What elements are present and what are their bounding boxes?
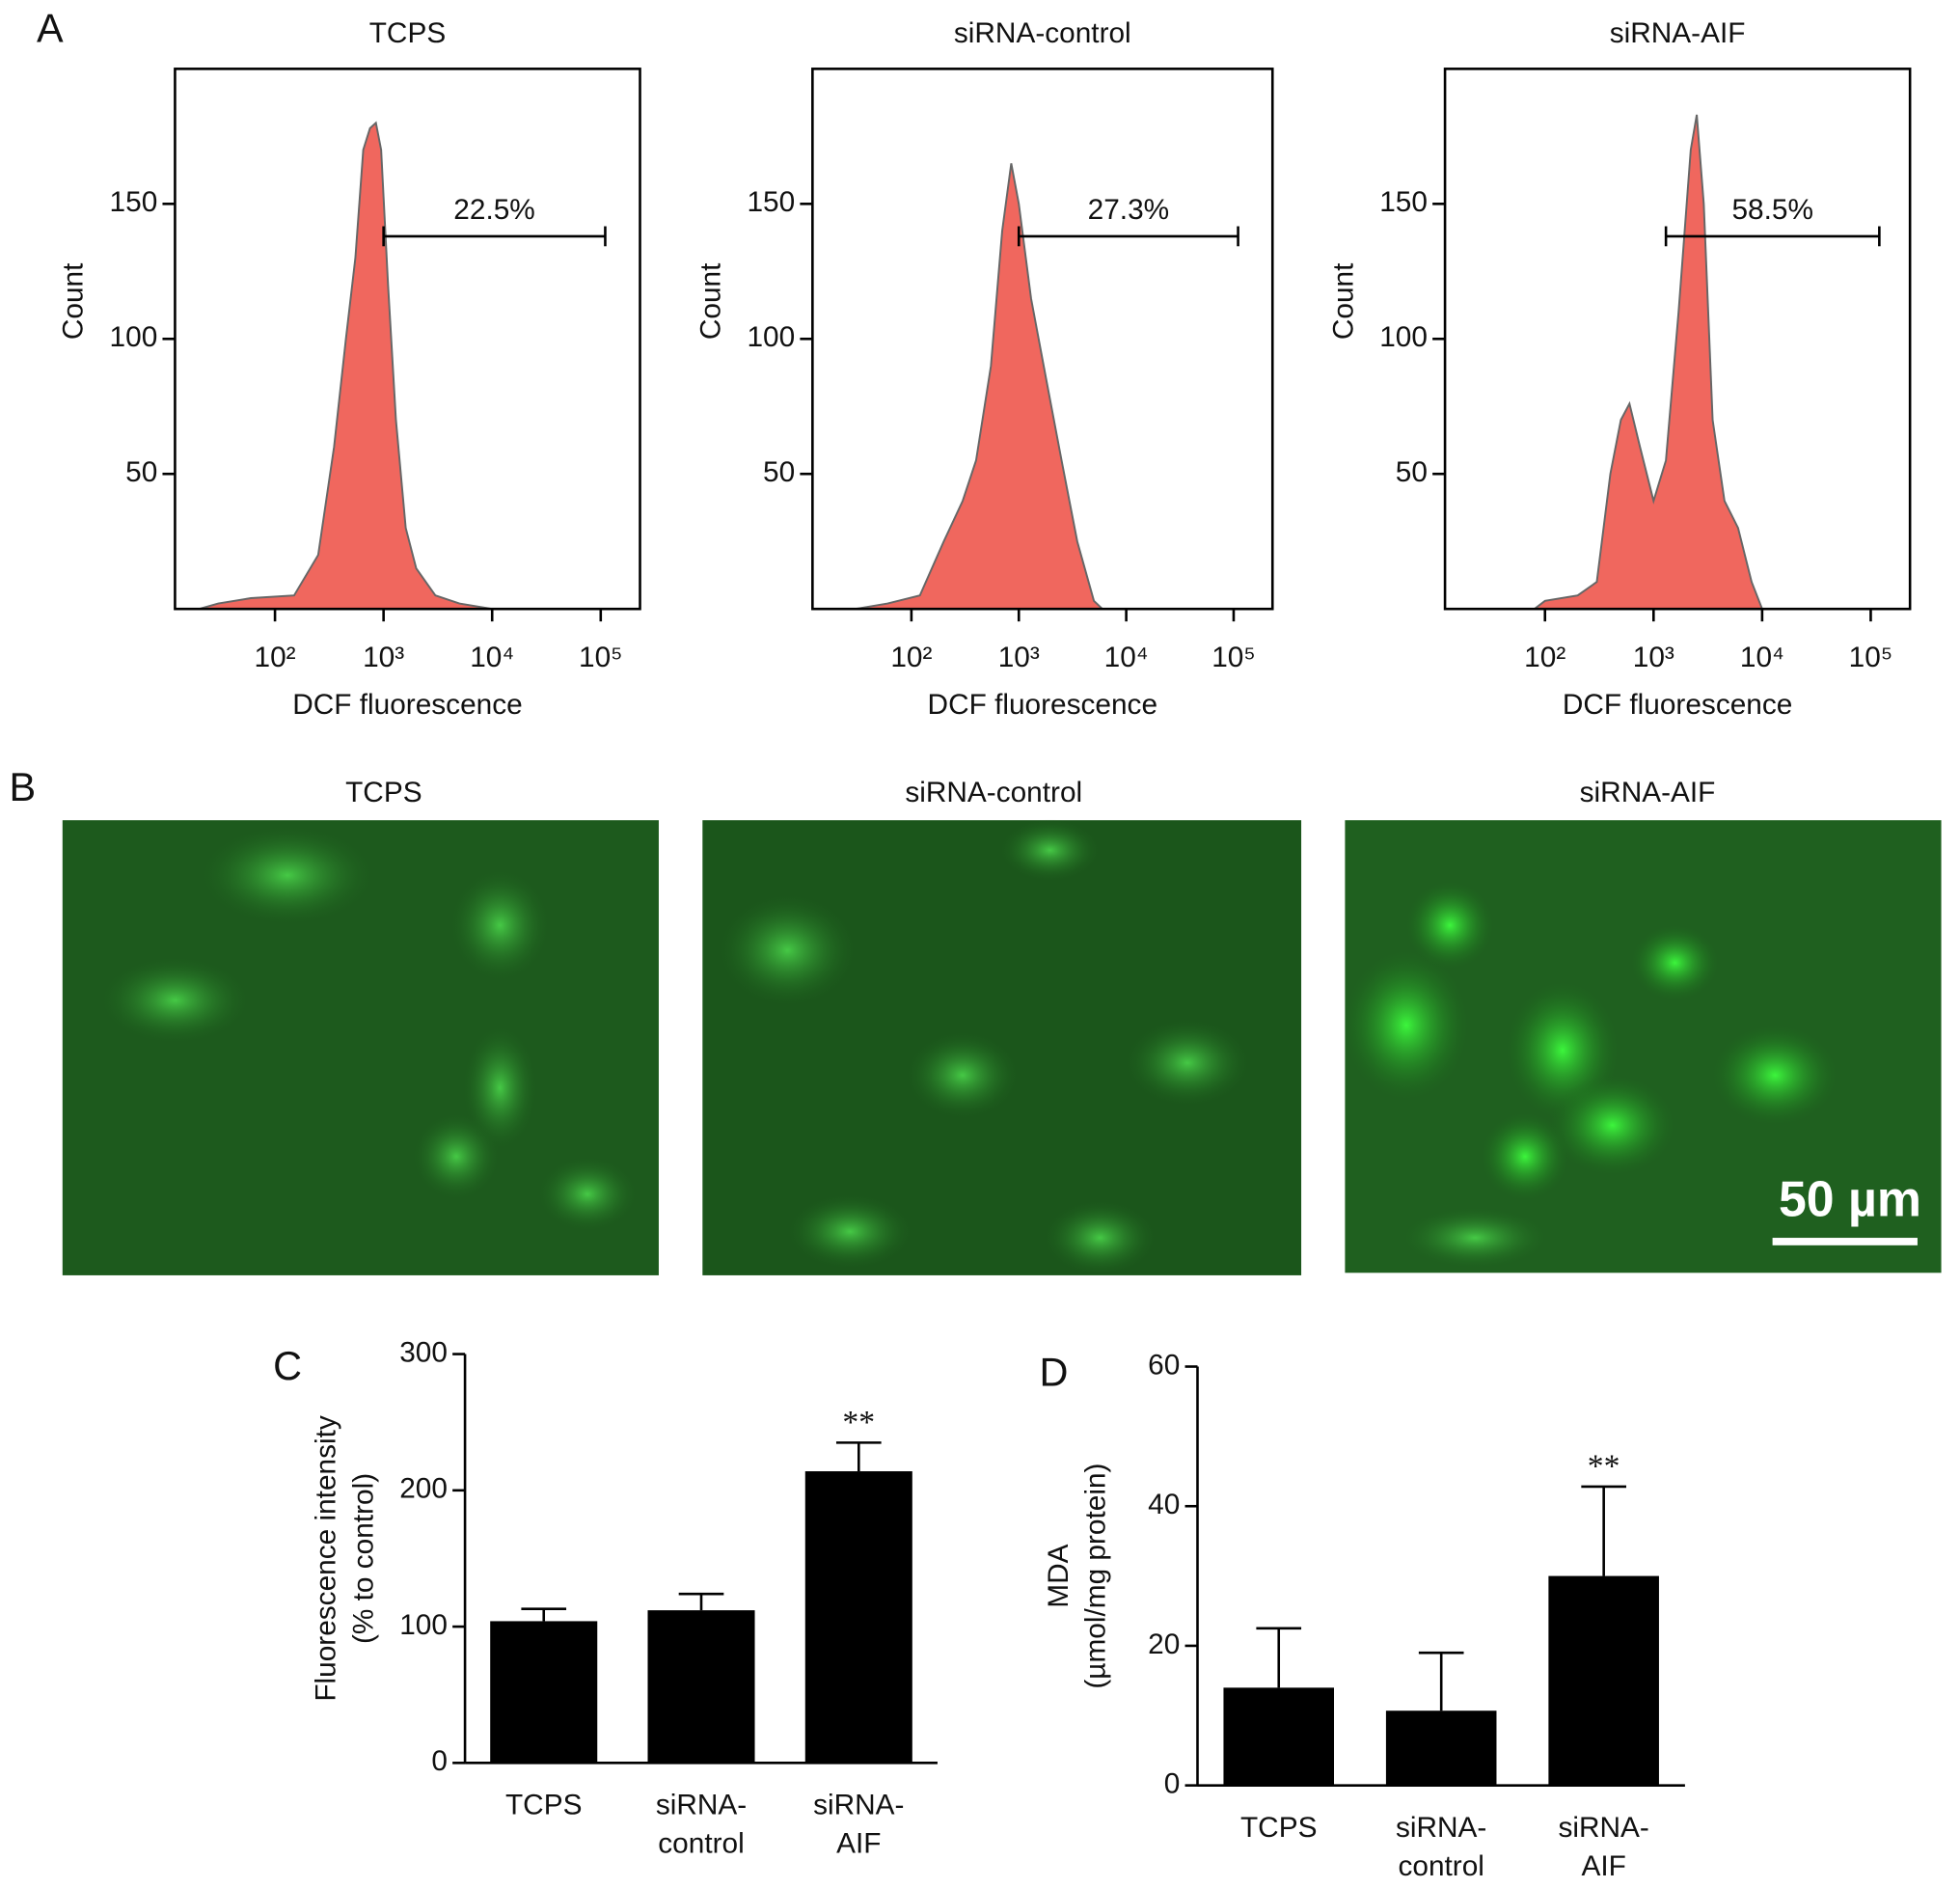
- y-tick-label: 100: [399, 1609, 448, 1641]
- y-tick-label: 150: [1379, 186, 1428, 218]
- plot-frame: [174, 68, 641, 611]
- gate-label: 58.5%: [1731, 194, 1813, 226]
- y-tick-label: 150: [110, 186, 158, 218]
- y-tick-label: 40: [1148, 1489, 1180, 1520]
- micrograph: [1344, 820, 1942, 1273]
- scale-bar-label: 50 µm: [1779, 1170, 1921, 1226]
- panel-label: C: [273, 1343, 302, 1388]
- histogram-area: [1531, 114, 1764, 611]
- micrograph: [702, 818, 1302, 1275]
- x-tick-label: siRNA-: [656, 1790, 747, 1821]
- y-tick-label: 20: [1148, 1628, 1180, 1660]
- micrograph-title: siRNA-control: [905, 777, 1082, 808]
- x-tick-label: 10³: [1633, 642, 1674, 673]
- histogram-area: [199, 121, 493, 611]
- y-tick-label: 150: [747, 186, 795, 218]
- x-tick-label: 10²: [255, 642, 296, 673]
- x-tick-label: AIF: [1581, 1850, 1625, 1882]
- x-tick-label: siRNA-: [1396, 1812, 1486, 1844]
- micrograph-title: TCPS: [345, 777, 422, 808]
- y-axis-label: MDA: [1043, 1544, 1075, 1607]
- micrograph: [62, 820, 659, 1275]
- scale-bar: [1772, 1238, 1918, 1245]
- y-axis-label: Fluorescence intensity: [310, 1415, 341, 1702]
- x-tick-label: siRNA-: [1558, 1812, 1648, 1844]
- histogram-area: [855, 163, 1105, 611]
- micrograph-title: siRNA-AIF: [1580, 777, 1716, 808]
- panel-label: D: [1039, 1350, 1068, 1395]
- x-tick-label: 10⁴: [470, 642, 514, 673]
- y-axis-label: Count: [58, 262, 90, 340]
- x-tick-label: 10⁴: [1104, 642, 1149, 673]
- bar: [1385, 1710, 1497, 1786]
- chart-title: siRNA-control: [954, 17, 1131, 49]
- y-axis-label: (% to control): [347, 1473, 379, 1644]
- bar: [804, 1471, 912, 1764]
- x-tick-label: control: [1398, 1850, 1484, 1882]
- x-tick-label: 10⁵: [579, 642, 623, 673]
- x-tick-label: 10³: [998, 642, 1040, 673]
- y-tick-label: 0: [1164, 1768, 1181, 1800]
- y-tick-label: 50: [1396, 456, 1428, 488]
- bar: [1223, 1687, 1335, 1786]
- x-tick-label: TCPS: [505, 1790, 582, 1821]
- x-tick-label: TCPS: [1240, 1812, 1317, 1844]
- y-tick-label: 100: [747, 321, 795, 353]
- gate-label: 27.3%: [1088, 194, 1170, 226]
- gate-label: 22.5%: [453, 194, 535, 226]
- bar: [1548, 1575, 1659, 1786]
- y-tick-label: 100: [1379, 321, 1428, 353]
- chart-title: siRNA-AIF: [1610, 17, 1746, 49]
- panel-label: B: [9, 764, 36, 809]
- x-tick-label: 10⁵: [1849, 642, 1893, 673]
- y-axis-label: Count: [1327, 262, 1359, 340]
- x-tick-label: 10⁴: [1740, 642, 1784, 673]
- y-axis-label: Count: [695, 262, 727, 340]
- x-tick-label: AIF: [836, 1828, 881, 1860]
- x-axis-label: DCF fluorescence: [928, 689, 1157, 721]
- bar: [490, 1621, 598, 1764]
- significance: **: [842, 1405, 875, 1440]
- y-tick-label: 300: [399, 1336, 448, 1368]
- y-tick-label: 50: [763, 456, 795, 488]
- y-tick-label: 60: [1148, 1349, 1180, 1381]
- x-tick-label: 10⁵: [1211, 642, 1256, 673]
- y-tick-label: 100: [110, 321, 158, 353]
- x-tick-label: 10²: [890, 642, 932, 673]
- y-tick-label: 0: [431, 1745, 448, 1777]
- bar: [647, 1610, 755, 1764]
- y-tick-label: 200: [399, 1473, 448, 1505]
- significance: **: [1588, 1449, 1620, 1485]
- x-axis-label: DCF fluorescence: [292, 689, 522, 721]
- x-tick-label: 10²: [1524, 642, 1565, 673]
- y-axis-label: (µmol/mg protein): [1080, 1464, 1112, 1689]
- panel-label: A: [37, 5, 64, 50]
- y-tick-label: 50: [125, 456, 157, 488]
- x-tick-label: 10³: [363, 642, 404, 673]
- x-axis-label: DCF fluorescence: [1563, 689, 1792, 721]
- x-tick-label: control: [658, 1828, 744, 1860]
- x-tick-label: siRNA-: [813, 1790, 904, 1821]
- chart-title: TCPS: [369, 17, 446, 49]
